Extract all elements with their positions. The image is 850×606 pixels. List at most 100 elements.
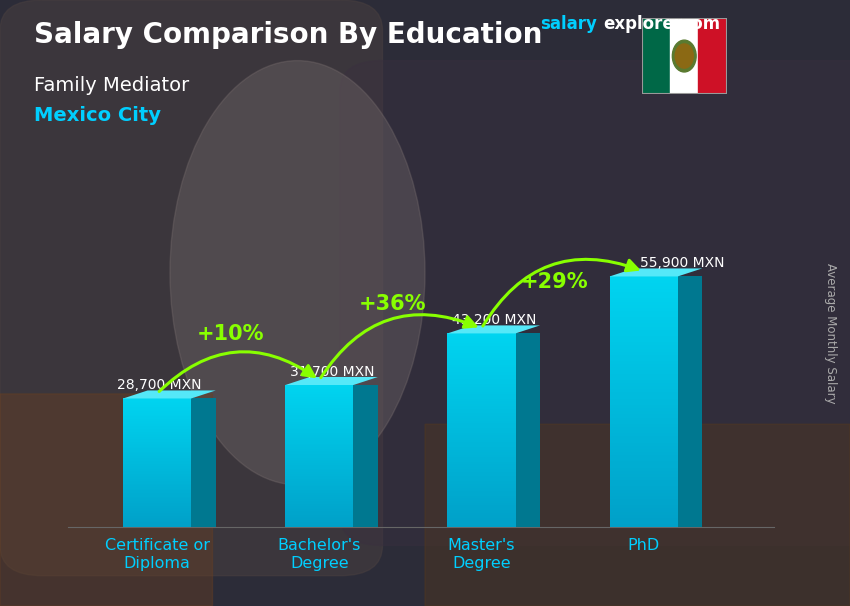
Bar bbox=[670, 18, 699, 94]
Bar bbox=[286, 522, 354, 524]
Text: 28,700 MXN: 28,700 MXN bbox=[116, 378, 201, 392]
Bar bbox=[447, 387, 515, 389]
Bar bbox=[609, 399, 677, 402]
Bar bbox=[123, 514, 191, 516]
Bar bbox=[447, 503, 515, 505]
Bar bbox=[609, 298, 677, 302]
Text: 31,700 MXN: 31,700 MXN bbox=[290, 365, 375, 379]
Bar bbox=[609, 405, 677, 408]
Bar bbox=[286, 487, 354, 488]
Bar bbox=[609, 292, 677, 295]
Bar bbox=[286, 461, 354, 463]
Bar bbox=[447, 464, 515, 467]
Bar bbox=[286, 422, 354, 424]
Bar bbox=[447, 488, 515, 491]
Bar bbox=[123, 408, 191, 410]
Bar bbox=[123, 502, 191, 503]
Bar bbox=[447, 462, 515, 464]
Bar bbox=[447, 450, 515, 452]
Bar bbox=[447, 338, 515, 341]
Bar bbox=[447, 384, 515, 387]
Bar bbox=[123, 495, 191, 497]
Bar bbox=[609, 458, 677, 461]
Bar bbox=[286, 490, 354, 491]
Bar bbox=[123, 464, 191, 466]
Bar bbox=[123, 481, 191, 482]
Bar bbox=[286, 419, 354, 421]
Bar bbox=[609, 311, 677, 314]
Bar bbox=[447, 501, 515, 503]
Bar bbox=[123, 485, 191, 487]
Bar bbox=[447, 416, 515, 418]
Bar bbox=[286, 520, 354, 522]
Bar bbox=[286, 438, 354, 440]
Bar bbox=[447, 345, 515, 348]
Bar bbox=[286, 390, 354, 392]
Bar bbox=[123, 511, 191, 513]
Bar bbox=[123, 503, 191, 505]
Bar bbox=[286, 430, 354, 431]
Bar bbox=[123, 521, 191, 522]
Bar bbox=[447, 522, 515, 525]
Bar bbox=[609, 339, 677, 342]
Bar bbox=[609, 361, 677, 364]
Bar bbox=[609, 348, 677, 351]
Bar bbox=[447, 496, 515, 498]
Bar bbox=[123, 439, 191, 441]
Bar bbox=[447, 476, 515, 479]
Bar bbox=[447, 394, 515, 396]
Bar bbox=[286, 472, 354, 474]
Bar bbox=[123, 405, 191, 407]
Bar bbox=[447, 401, 515, 404]
Bar bbox=[609, 380, 677, 383]
Bar bbox=[123, 476, 191, 478]
Bar bbox=[609, 427, 677, 430]
Bar bbox=[123, 522, 191, 524]
Bar bbox=[123, 466, 191, 468]
Bar bbox=[447, 433, 515, 435]
Bar bbox=[609, 487, 677, 490]
Bar bbox=[447, 355, 515, 358]
Bar bbox=[609, 484, 677, 487]
Text: Family Mediator: Family Mediator bbox=[34, 76, 190, 95]
Bar bbox=[447, 408, 515, 411]
Bar bbox=[123, 416, 191, 418]
Bar bbox=[123, 422, 191, 424]
Bar bbox=[123, 441, 191, 442]
Bar bbox=[286, 433, 354, 435]
Bar bbox=[609, 499, 677, 502]
Bar bbox=[123, 413, 191, 415]
Bar bbox=[286, 499, 354, 501]
Bar bbox=[286, 478, 354, 479]
Bar bbox=[609, 524, 677, 527]
Bar bbox=[123, 419, 191, 421]
Bar bbox=[286, 453, 354, 454]
Bar bbox=[447, 525, 515, 527]
Bar bbox=[609, 383, 677, 386]
Bar bbox=[123, 459, 191, 461]
Bar bbox=[609, 289, 677, 292]
Bar bbox=[447, 341, 515, 343]
Text: Average Monthly Salary: Average Monthly Salary bbox=[824, 263, 837, 404]
Bar bbox=[286, 458, 354, 460]
Bar bbox=[286, 394, 354, 396]
Bar bbox=[447, 375, 515, 377]
Bar bbox=[609, 521, 677, 524]
Bar bbox=[123, 415, 191, 416]
Bar bbox=[609, 508, 677, 511]
Bar bbox=[609, 324, 677, 327]
Bar bbox=[123, 431, 191, 432]
Bar bbox=[609, 480, 677, 484]
Bar bbox=[123, 410, 191, 411]
Bar bbox=[609, 327, 677, 330]
Bar bbox=[123, 471, 191, 473]
Bar bbox=[286, 497, 354, 499]
Polygon shape bbox=[515, 333, 540, 527]
Bar bbox=[609, 461, 677, 465]
Bar bbox=[609, 433, 677, 436]
Bar bbox=[609, 345, 677, 348]
Bar bbox=[123, 402, 191, 404]
Bar bbox=[447, 510, 515, 513]
Bar bbox=[286, 456, 354, 458]
Bar bbox=[609, 490, 677, 493]
